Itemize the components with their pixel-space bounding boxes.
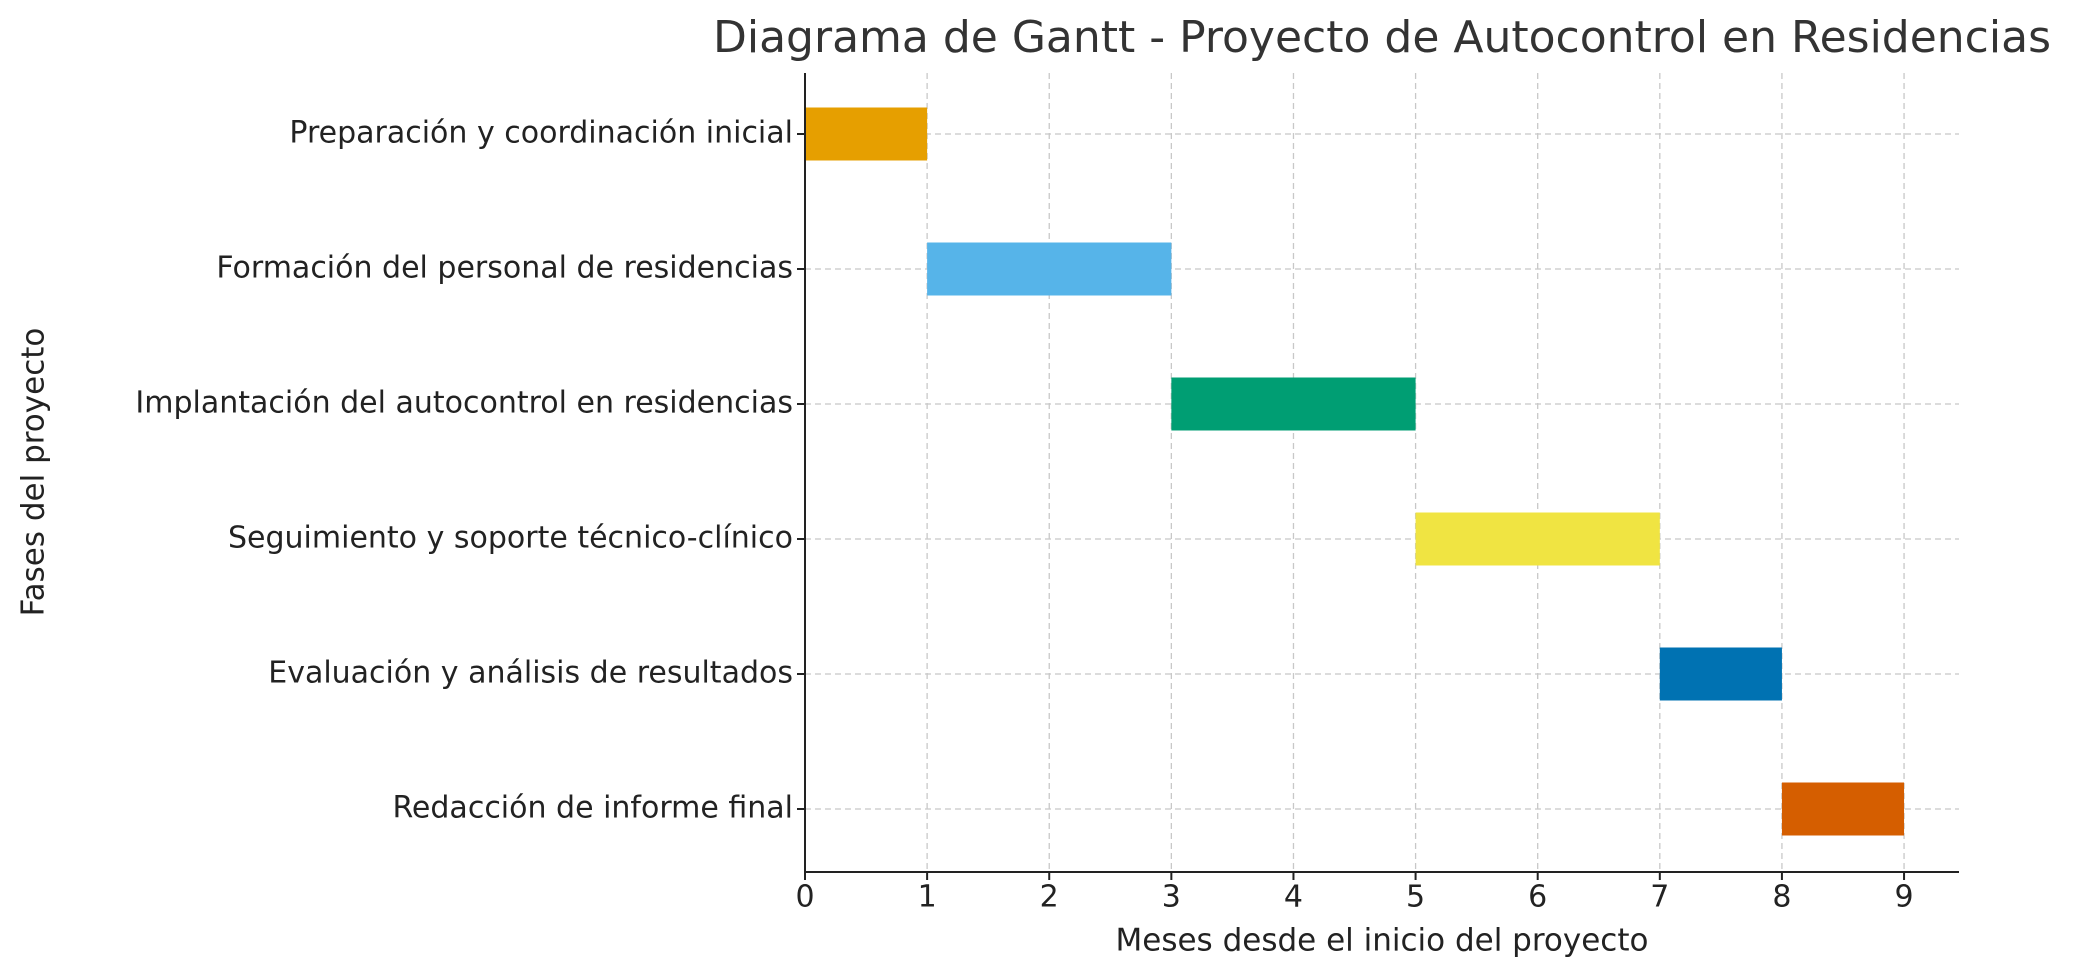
- chart-title: Diagrama de Gantt - Proyecto de Autocont…: [713, 12, 2051, 63]
- bar: [805, 107, 928, 161]
- x-tick-label: 5: [1406, 880, 1425, 915]
- y-tick-label: Implantación del autocontrol en residenc…: [135, 386, 793, 421]
- bar: [1781, 782, 1905, 836]
- bar: [1171, 377, 1416, 431]
- x-tick-label: 0: [795, 880, 814, 915]
- x-tick-label: 7: [1650, 880, 1669, 915]
- y-tick-label: Redacción de informe final: [392, 791, 793, 826]
- y-tick-label: Preparación y coordinación inicial: [289, 116, 793, 151]
- x-axis-label: Meses desde el inicio del proyecto: [1116, 923, 1649, 959]
- bar: [1659, 647, 1782, 701]
- x-tick-label: 4: [1284, 880, 1303, 915]
- x-tick-label: 1: [918, 880, 937, 915]
- y-axis-label: Fases del proyecto: [16, 328, 52, 617]
- bar: [927, 242, 1172, 296]
- bar: [1415, 512, 1660, 566]
- x-tick-label: 3: [1162, 880, 1181, 915]
- y-tick-label: Evaluación y análisis de resultados: [268, 656, 793, 691]
- y-tick-label: Formación del personal de residencias: [216, 251, 793, 286]
- x-tick-label: 2: [1040, 880, 1059, 915]
- x-tick-label: 6: [1528, 880, 1547, 915]
- x-tick-label: 9: [1895, 880, 1914, 915]
- x-tick-label: 8: [1772, 880, 1791, 915]
- y-tick-label: Seguimiento y soporte técnico-clínico: [228, 521, 793, 556]
